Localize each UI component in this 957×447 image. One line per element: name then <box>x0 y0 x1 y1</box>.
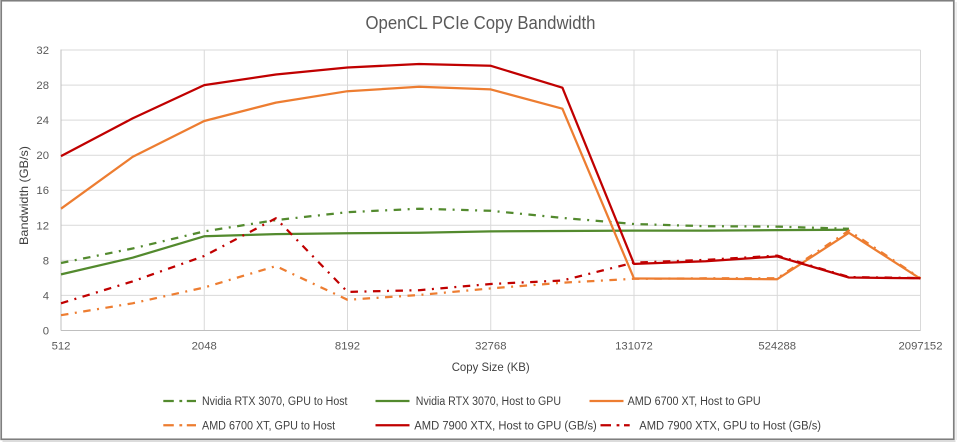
svg-text:20: 20 <box>36 150 49 162</box>
svg-text:32768: 32768 <box>475 341 506 353</box>
svg-text:Nvidia RTX 3070, GPU to Host: Nvidia RTX 3070, GPU to Host <box>202 396 348 408</box>
svg-text:8: 8 <box>43 255 49 267</box>
svg-text:AMD 6700 XT, GPU to Host: AMD 6700 XT, GPU to Host <box>202 420 336 432</box>
svg-text:8192: 8192 <box>335 341 360 353</box>
svg-text:4: 4 <box>43 290 49 302</box>
svg-text:131072: 131072 <box>615 341 653 353</box>
svg-text:AMD 6700 XT, Host to GPU: AMD 6700 XT, Host to GPU <box>628 396 761 408</box>
svg-text:AMD 7900 XTX, GPU to Host (GB/: AMD 7900 XTX, GPU to Host (GB/s) <box>639 420 821 432</box>
svg-text:32: 32 <box>36 45 49 57</box>
svg-text:2048: 2048 <box>192 341 217 353</box>
svg-text:Bandwidth (GB/s): Bandwidth (GB/s) <box>17 146 31 245</box>
svg-text:28: 28 <box>36 80 49 92</box>
svg-text:16: 16 <box>36 185 49 197</box>
svg-text:Copy Size (KB): Copy Size (KB) <box>452 360 530 374</box>
svg-text:2097152: 2097152 <box>899 341 943 353</box>
svg-text:12: 12 <box>36 220 49 232</box>
svg-text:AMD 7900 XTX, Host to GPU (GB/: AMD 7900 XTX, Host to GPU (GB/s) <box>414 420 597 432</box>
svg-text:0: 0 <box>43 326 49 338</box>
svg-text:Nvidia RTX 3070, Host to GPU: Nvidia RTX 3070, Host to GPU <box>416 396 561 408</box>
svg-text:24: 24 <box>36 115 49 127</box>
svg-text:OpenCL PCIe Copy Bandwidth: OpenCL PCIe Copy Bandwidth <box>366 12 596 33</box>
svg-text:512: 512 <box>52 341 71 353</box>
svg-text:524288: 524288 <box>758 341 796 353</box>
